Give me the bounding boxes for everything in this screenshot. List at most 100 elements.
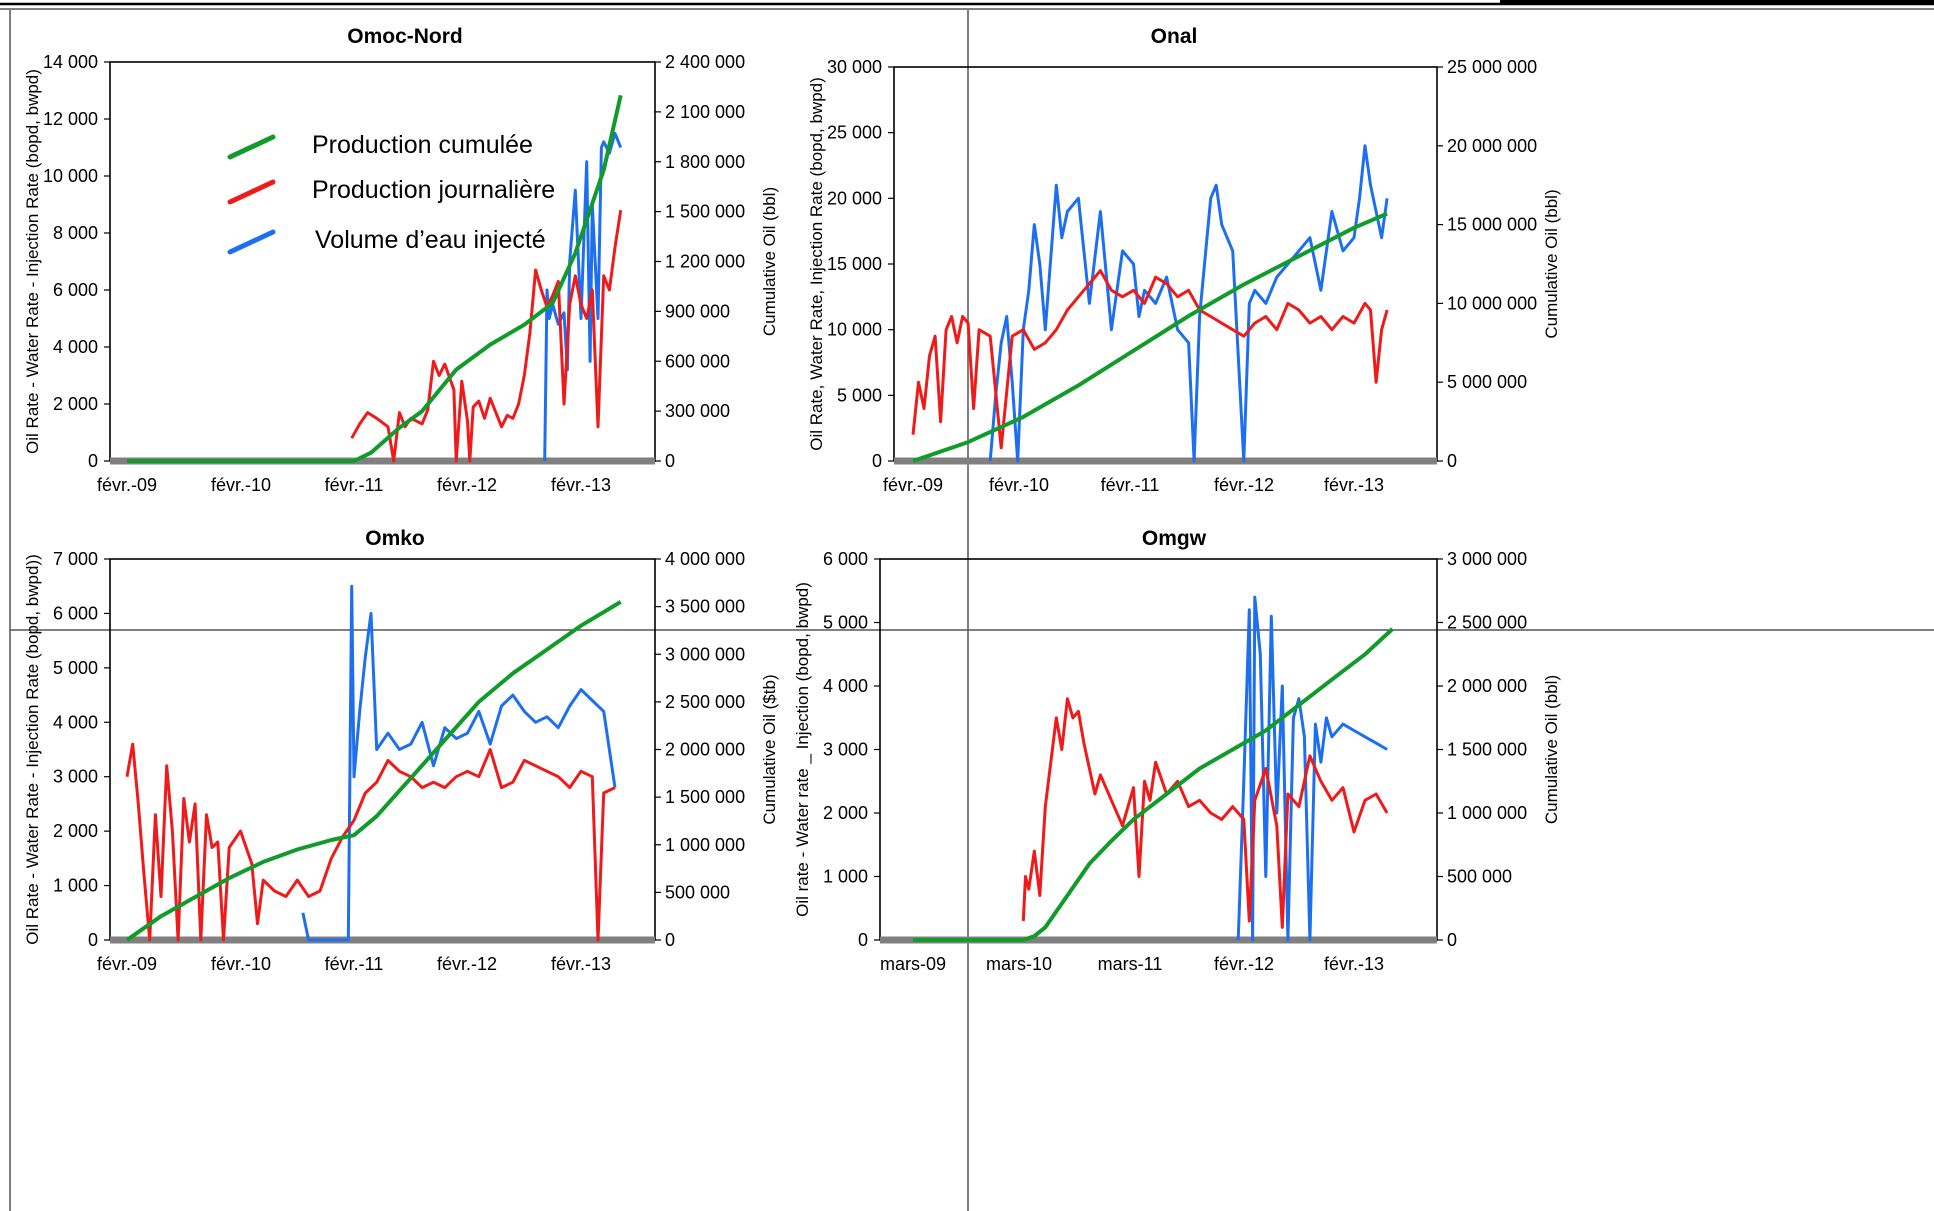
y-tick-label: 12 000 [43, 109, 98, 129]
chart-title: Omko [365, 527, 425, 550]
y2-tick-label: 5 000 000 [1447, 372, 1527, 392]
y2-tick-label: 900 000 [665, 301, 730, 321]
y-tick-label: 2 000 [823, 803, 868, 823]
y-tick-label: 6 000 [53, 280, 98, 300]
legend-label: Production journalière [312, 176, 555, 204]
y-tick-label: 4 000 [53, 337, 98, 357]
x-tick-label: mars-11 [1098, 954, 1163, 974]
y2-tick-label: 10 000 000 [1447, 293, 1537, 313]
y2-tick-label: 20 000 000 [1447, 136, 1537, 156]
y-tick-label: 14 000 [43, 52, 98, 72]
y-axis-label: Oil Rate - Water Rate - Injection Rate (… [23, 554, 42, 945]
y2-axis-label: Cumulative Oil (bbl) [760, 187, 779, 336]
y2-tick-label: 300 000 [665, 401, 730, 421]
y2-tick-label: 0 [1447, 451, 1457, 471]
y2-tick-label: 500 000 [665, 882, 730, 902]
series-line-cumulative [913, 627, 1394, 942]
y-axis-label: Oil Rate, Water Rate, Injection Rate (bo… [807, 77, 826, 451]
x-tick-label: févr.-12 [437, 954, 497, 974]
chart-title: Onal [1151, 25, 1198, 48]
y2-tick-label: 0 [665, 930, 675, 950]
y-tick-label: 6 000 [53, 603, 98, 623]
y2-tick-label: 1 500 000 [1447, 740, 1527, 760]
x-tick-label: févr.-11 [1101, 475, 1160, 495]
y2-tick-label: 2 100 000 [665, 102, 745, 122]
y-tick-label: 8 000 [53, 223, 98, 243]
y2-axis-label: Cumulative Oil ($tb) [760, 674, 779, 824]
y2-tick-label: 1 500 000 [665, 202, 745, 222]
x-tick-label: févr.-11 [325, 954, 384, 974]
y-tick-label: 0 [88, 930, 98, 950]
y-tick-label: 10 000 [43, 166, 98, 186]
y2-tick-label: 4 000 000 [665, 549, 745, 569]
x-tick-label: févr.-13 [551, 954, 611, 974]
chart-title: Omgw [1142, 527, 1207, 550]
legend-label: Volume d’eau injecté [315, 226, 546, 254]
y-tick-label: 1 000 [53, 876, 98, 896]
chart-title: Omoc-Nord [347, 25, 463, 48]
y2-tick-label: 1 000 000 [1447, 803, 1527, 823]
legend-swatch [227, 134, 276, 160]
y-axis-label: Oil Rate - Water Rate - Injection Rate (… [23, 69, 42, 454]
x-tick-label: févr.-12 [437, 475, 497, 495]
y-tick-label: 5 000 [837, 385, 882, 405]
y-tick-label: 5 000 [823, 613, 868, 633]
y2-tick-label: 1 500 000 [665, 787, 745, 807]
y-tick-label: 1 000 [823, 867, 868, 887]
x-tick-label: févr.-10 [211, 475, 271, 495]
series-line-injection [988, 144, 1389, 463]
y-tick-label: 0 [858, 930, 868, 950]
chart-2: Onal 0 5 000 10 000 15 000 20 000 25 000 30 000… [807, 25, 1561, 495]
y2-tick-label: 0 [1447, 930, 1457, 950]
series-line-oil-rate [1021, 697, 1389, 929]
x-tick-label: févr.-09 [97, 954, 157, 974]
chart-4: Omgw 0 1 000 2 000 3 000 4 000 5 000 6 000 0 500 … [793, 527, 1561, 974]
y-tick-label: 3 000 [823, 740, 868, 760]
x-tick-label: févr.-10 [989, 475, 1049, 495]
y2-tick-label: 1 800 000 [665, 152, 745, 172]
y2-axis-label: Cumulative Oil (bbl) [1542, 189, 1561, 338]
x-tick-label: févr.-09 [883, 475, 943, 495]
y-tick-label: 4 000 [823, 676, 868, 696]
x-tick-label: févr.-10 [211, 954, 271, 974]
legend-swatch [227, 179, 276, 205]
chart-1: Omoc-Nord 0 2 000 4 000 6 000 8 000 10 000 12 0… [23, 25, 779, 495]
y-tick-label: 10 000 [827, 320, 882, 340]
series-line-injection [301, 584, 617, 942]
y2-tick-label: 1 200 000 [665, 252, 745, 272]
x-tick-label: févr.-11 [325, 475, 384, 495]
y2-tick-label: 25 000 000 [1447, 57, 1537, 77]
y2-tick-label: 3 500 000 [665, 597, 745, 617]
legend-label: Production cumulée [312, 131, 533, 159]
y2-tick-label: 15 000 000 [1447, 215, 1537, 235]
y2-tick-label: 2 000 000 [1447, 676, 1527, 696]
x-tick-label: févr.-13 [1324, 475, 1384, 495]
y-axis-label: Oil rate - Water rate _ Injection (bopd,… [793, 582, 812, 917]
y-tick-label: 7 000 [53, 549, 98, 569]
y-tick-label: 0 [88, 451, 98, 471]
y2-tick-label: 2 500 000 [665, 692, 745, 712]
y-tick-label: 20 000 [827, 188, 882, 208]
y2-tick-label: 500 000 [1447, 867, 1512, 887]
y-tick-label: 15 000 [827, 254, 882, 274]
y2-tick-label: 3 000 000 [665, 644, 745, 664]
chart-3: Omko 0 1 000 2 000 3 000 4 000 5 000 6 000 7 000… [23, 527, 779, 974]
x-tick-label: mars-10 [986, 954, 1052, 974]
x-tick-label: févr.-12 [1214, 954, 1274, 974]
y-tick-label: 4 000 [53, 712, 98, 732]
y2-axis-label: Cumulative Oil (bbl) [1542, 675, 1561, 824]
x-tick-label: mars-09 [880, 954, 946, 974]
y2-tick-label: 600 000 [665, 351, 730, 371]
series-line-oil-rate [911, 269, 1389, 450]
y-tick-label: 0 [872, 451, 882, 471]
y-tick-label: 2 000 [53, 821, 98, 841]
series-line-cumulative [912, 211, 1388, 463]
y-tick-label: 5 000 [53, 658, 98, 678]
y-tick-label: 25 000 [827, 123, 882, 143]
series-line-oil-rate [125, 742, 616, 942]
y-tick-label: 2 000 [53, 394, 98, 414]
y-tick-label: 3 000 [53, 767, 98, 787]
legend: Production cumulée Production journalière… [227, 131, 555, 255]
x-tick-label: févr.-09 [97, 475, 157, 495]
